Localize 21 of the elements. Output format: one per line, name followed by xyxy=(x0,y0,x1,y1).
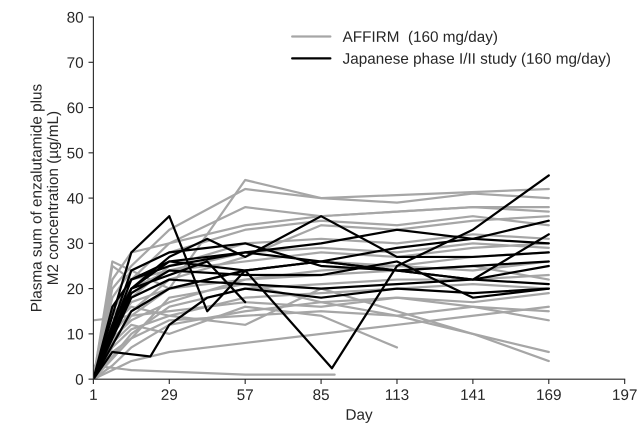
y-tick-label: 10 xyxy=(68,328,84,340)
x-tick-label: 57 xyxy=(237,389,253,400)
x-tick-label: 113 xyxy=(386,389,408,400)
y-tick-label: 70 xyxy=(67,57,84,68)
y-axis-title: Plasma sum of enzalutamide plus M2 concentration (µg/mL) xyxy=(30,84,62,312)
x-tick-label: 29 xyxy=(162,389,178,400)
legend-label: Japanese phase I/II study (160 mg/day) xyxy=(342,52,610,67)
x-tick-label: 141 xyxy=(461,389,485,400)
y-tick-label: 50 xyxy=(67,148,84,159)
y-tick-label: 20 xyxy=(67,283,84,294)
x-tick-label: 169 xyxy=(537,389,561,400)
legend-label: AFFIRM (160 mg/day) xyxy=(342,30,497,46)
y-tick-label: 60 xyxy=(67,102,84,114)
y-tick-label: 80 xyxy=(67,12,84,23)
y-tick-label: 0 xyxy=(76,374,84,385)
x-tick-label: 85 xyxy=(313,389,329,400)
y-tick-label: 40 xyxy=(67,192,84,204)
x-tick-label: 197 xyxy=(613,389,637,400)
x-axis-title: Day xyxy=(346,409,373,423)
x-tick-label: 1 xyxy=(90,389,97,400)
y-tick-label: 30 xyxy=(67,238,84,250)
